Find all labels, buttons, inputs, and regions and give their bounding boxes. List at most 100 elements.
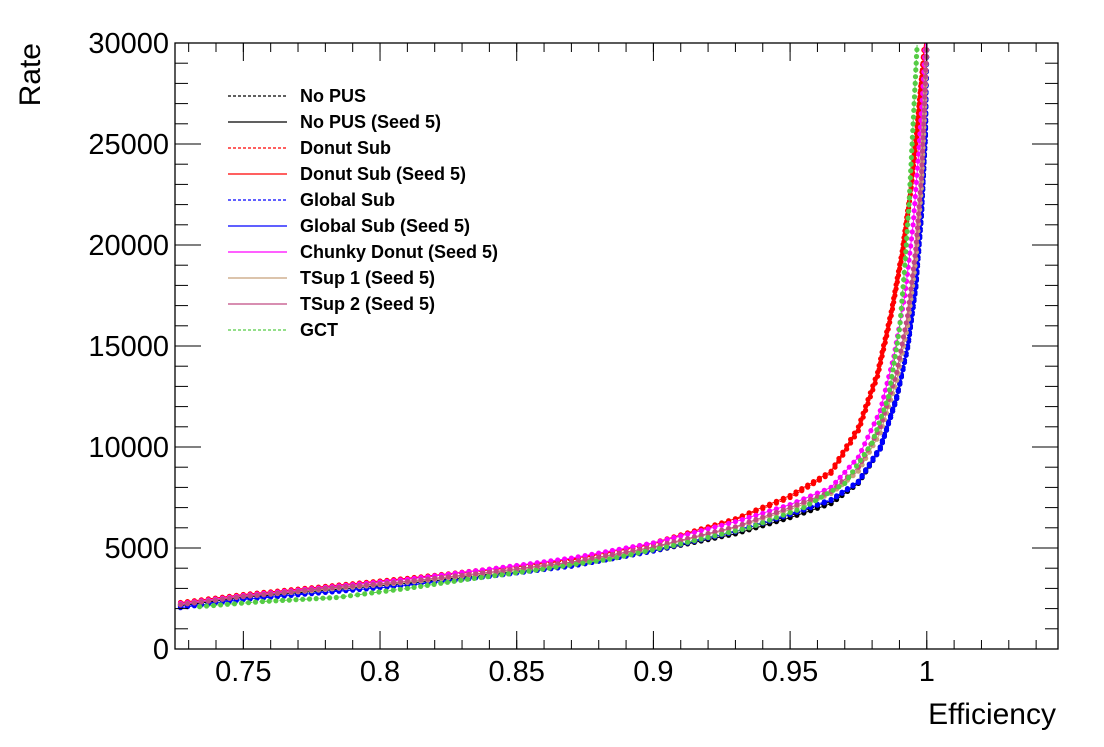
data-point [869,440,875,446]
y-axis-title: Rate [14,43,47,106]
data-point [876,362,882,369]
data-point [390,587,396,593]
data-point [649,547,655,553]
data-point [787,492,793,499]
data-point [911,101,917,107]
data-point [313,596,319,602]
data-point [912,74,919,80]
data-point [533,567,539,573]
data-point [903,320,909,326]
legend-label: Donut Sub [300,138,391,158]
data-point [842,469,848,475]
data-point [719,531,725,537]
data-point [834,494,840,500]
data-point [908,243,914,249]
data-point [921,107,927,113]
data-point [438,574,445,581]
data-point [892,353,898,360]
data-point [911,208,917,214]
legend: No PUS No PUS (Seed 5) Donut Sub Donut Sub … [228,86,498,340]
data-point [879,349,885,355]
data-point [274,590,281,596]
data-point [906,208,912,214]
data-point [830,487,836,493]
data-point [355,592,361,598]
data-point [678,533,684,539]
data-point [909,148,915,154]
data-point [369,590,375,596]
data-point [892,288,898,295]
data-point [362,591,368,597]
data-point [219,596,225,602]
data-point [900,334,907,340]
data-point [384,580,390,586]
x-axis-title: Efficiency [928,698,1056,731]
data-point [885,421,892,427]
data-point [848,436,854,443]
data-point [878,356,884,362]
data-point [753,522,759,528]
data-point [600,557,606,563]
x-tick-label: 0.9 [633,656,673,688]
data-point [794,502,800,508]
data-point [499,572,505,578]
data-point [397,586,403,592]
data-point [397,579,404,585]
data-point [828,468,834,474]
data-point [753,512,759,518]
data-point [923,60,929,66]
data-point [698,528,704,534]
data-point [913,53,920,60]
data-point [801,505,807,511]
data-point [891,360,897,366]
data-point [913,246,919,252]
data-point [780,512,786,518]
data-point [575,554,581,560]
data-point [860,410,866,416]
data-point [760,520,766,526]
data-point [867,390,874,396]
data-point [254,592,260,598]
data-point [404,585,410,592]
data-point [637,542,643,549]
data-point [507,567,513,573]
data-point [898,255,904,261]
data-point [540,566,546,572]
data-point [923,67,929,73]
data-point [870,383,876,389]
data-point [753,517,759,523]
data-point [444,579,451,585]
data-point [685,531,691,537]
data-point [882,336,888,342]
data-point [603,553,609,559]
data-point [913,60,919,66]
legend-entry: Global Sub [228,190,395,210]
data-point [609,547,616,554]
data-point [596,554,602,560]
data-point [370,581,376,587]
data-point [580,560,586,566]
data-point [322,585,328,592]
data-point [846,475,852,481]
data-point [691,534,698,540]
data-point [630,544,636,550]
data-point [912,253,918,259]
data-point [903,242,909,248]
data-point [411,578,417,584]
data-point [560,563,566,569]
data-point [485,574,491,580]
data-point [853,463,860,469]
data-point [913,186,919,193]
data-point [198,599,204,605]
data-point [920,135,926,141]
data-point [919,168,925,175]
data-point [479,570,486,576]
data-point [914,165,921,171]
data-curves [177,42,930,611]
data-point [746,514,752,521]
data-point [596,550,602,556]
data-point [767,508,773,514]
data-point [459,572,465,578]
data-point [191,600,197,606]
data-point [814,502,821,508]
